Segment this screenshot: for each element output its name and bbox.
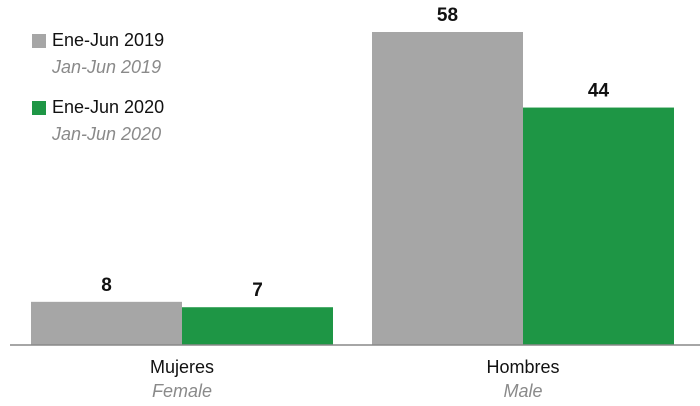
legend-label-en: Jan-Jun 2020 — [51, 124, 161, 144]
x-tick-label-en: Male — [503, 381, 542, 401]
legend-swatch — [32, 34, 46, 48]
legend-label: Ene-Jun 2020 — [52, 97, 164, 117]
bar — [523, 107, 674, 345]
bar — [372, 32, 523, 345]
x-tick-label: Mujeres — [150, 357, 214, 377]
legend-swatch — [32, 101, 46, 115]
value-label: 44 — [588, 81, 610, 102]
bar — [31, 301, 182, 345]
x-tick-label-en: Female — [152, 381, 212, 401]
value-label: 58 — [437, 5, 458, 26]
value-label: 8 — [101, 275, 112, 296]
legend-label-en: Jan-Jun 2019 — [51, 57, 161, 77]
x-tick-label: Hombres — [486, 357, 559, 377]
legend-label: Ene-Jun 2019 — [52, 30, 164, 50]
bar — [182, 307, 333, 345]
value-label: 7 — [252, 280, 263, 301]
